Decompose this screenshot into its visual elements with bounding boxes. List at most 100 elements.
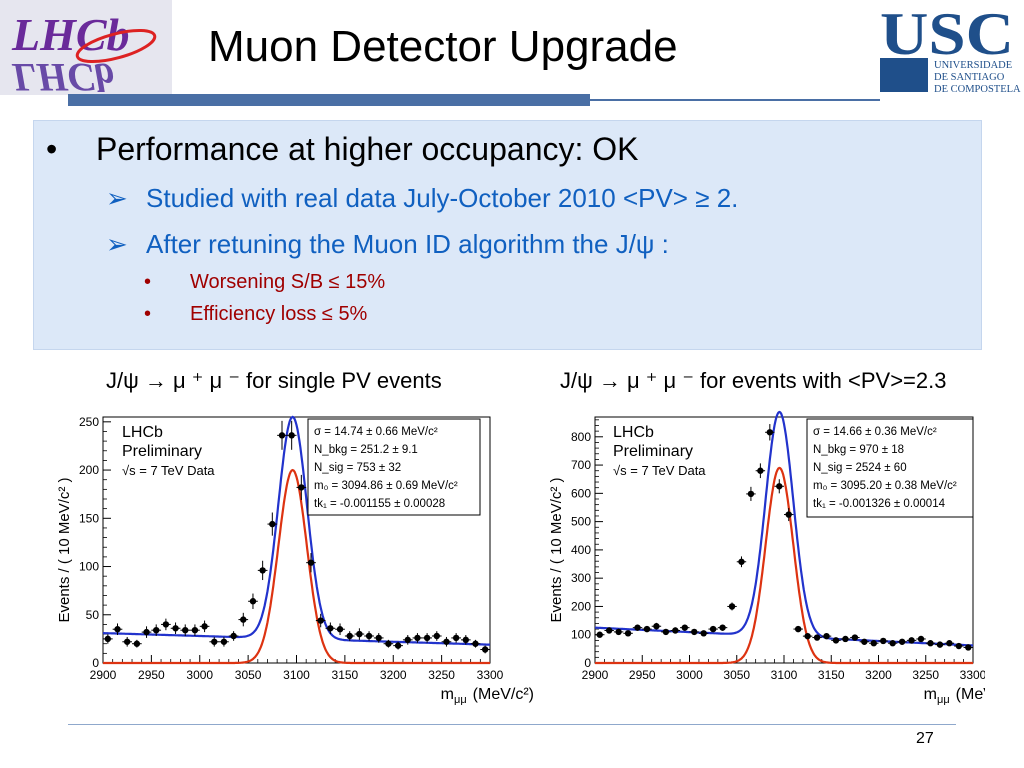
usc-logo-abbr: USC — [880, 1, 1014, 67]
data-point — [269, 520, 276, 528]
x-tick-label: 3000 — [186, 668, 213, 682]
y-tick-label: 0 — [92, 656, 99, 670]
data-point — [955, 642, 963, 650]
data-point — [643, 625, 651, 633]
data-point — [823, 632, 830, 640]
data-point — [452, 634, 460, 642]
lhcb-logo-icon: LHCb LHCb — [0, 0, 172, 95]
fit-params-box — [806, 418, 974, 518]
data-point — [317, 617, 324, 624]
data-point — [191, 627, 199, 634]
usc-logo-line2: DE SANTIAGO — [934, 72, 1005, 83]
bullet-mark: • — [144, 271, 152, 293]
data-point — [211, 638, 218, 645]
data-point — [681, 624, 688, 631]
usc-logo-icon: USC UNIVERSIDADE DE SANTIAGO DE COMPOSTE… — [880, 1, 1021, 95]
bullet-text: Studied with real data July-October 2010… — [146, 183, 739, 213]
data-point — [153, 627, 160, 634]
data-point — [917, 635, 925, 643]
data-point — [336, 626, 344, 633]
data-point — [172, 625, 179, 632]
data-point — [691, 628, 698, 636]
data-point — [880, 637, 887, 645]
data-point — [433, 632, 440, 640]
x-axis-label-unit: (MeV/c²) — [956, 686, 985, 703]
data-point — [672, 627, 679, 634]
data-point — [719, 624, 726, 631]
y-tick-label: 100 — [79, 560, 99, 574]
data-point — [813, 634, 821, 641]
x-tick-label: 3100 — [771, 668, 798, 682]
data-point — [307, 559, 315, 566]
data-point — [738, 558, 745, 565]
data-point — [288, 432, 295, 439]
x-tick-label: 3200 — [380, 668, 407, 682]
arrow-bullet-icon: ➢ — [106, 229, 128, 259]
footer-line — [68, 724, 956, 725]
data-point — [375, 634, 382, 642]
bullet-text: After retuning the Muon ID algorithm the… — [146, 229, 669, 259]
info-line: LHCb — [122, 424, 163, 441]
arrow-bullet-icon: ➢ — [106, 183, 128, 213]
y-tick-label: 500 — [571, 515, 591, 529]
x-tick-label: 2900 — [90, 668, 117, 682]
data-point — [404, 636, 411, 644]
data-point — [472, 640, 479, 647]
fit-param-line: tk₁ = -0.001326 ± 0.00014 — [813, 498, 946, 510]
data-point — [394, 642, 402, 649]
x-axis-label-main: m — [441, 686, 454, 703]
data-point — [870, 640, 877, 647]
x-tick-label: 3200 — [865, 668, 892, 682]
data-point — [114, 626, 121, 633]
data-point — [653, 623, 660, 630]
bullet-text: Efficiency loss ≤ 5% — [190, 303, 368, 325]
data-point — [851, 634, 859, 641]
x-tick-label: 2950 — [629, 668, 656, 682]
signal-fit-curve — [103, 468, 490, 665]
usc-logo-line3: DE COMPOSTELA — [934, 84, 1021, 95]
fit-param-line: N_sig = 753 ± 32 — [314, 462, 401, 474]
content-box: • Performance at higher occupancy: OK ➢ … — [33, 120, 982, 350]
info-line: Preliminary — [122, 443, 202, 460]
fit-param-line: m₀ = 3094.86 ± 0.69 MeV/c² — [314, 480, 458, 492]
data-point — [123, 638, 131, 645]
title-underline-bar — [68, 94, 590, 106]
fit-param-line: m₀ = 3095.20 ± 0.38 MeV/c² — [813, 480, 957, 492]
y-tick-label: 400 — [571, 543, 591, 557]
data-point — [946, 640, 953, 647]
x-tick-label: 2900 — [582, 668, 609, 682]
x-tick-label: 3150 — [332, 668, 359, 682]
usc-logo: USC UNIVERSIDADE DE SANTIAGO DE COMPOSTE… — [876, 0, 1024, 96]
info-line: √s = 7 TeV Data — [613, 463, 706, 478]
y-tick-label: 300 — [571, 571, 591, 585]
x-tick-label: 3000 — [676, 668, 703, 682]
data-point — [794, 625, 802, 633]
data-point — [133, 640, 141, 647]
caption-right: J/ψ → μ ⁺ μ ⁻ for events with <PV>=2.3 — [560, 368, 947, 393]
data-point — [249, 598, 257, 605]
data-point — [624, 630, 632, 637]
y-tick-label: 200 — [571, 599, 591, 613]
plot-left: 2900 2950 3000 3050 3100 3150 3200 3250 3300 0 50 1… — [50, 405, 536, 705]
data-point — [481, 646, 489, 653]
y-tick-label: 250 — [79, 415, 99, 429]
data-point — [365, 632, 373, 640]
data-point — [709, 625, 717, 633]
data-point — [414, 634, 421, 642]
data-point — [143, 628, 150, 636]
x-tick-label: 3050 — [723, 668, 750, 682]
page-title: Muon Detector Upgrade — [208, 22, 678, 71]
plot-right: 2900 2950 3000 3050 3100 3150 3200 3250 3300 0 100… — [545, 405, 985, 705]
x-axis-label: mμμ (MeV/c²) — [924, 686, 985, 705]
info-line: LHCb — [613, 424, 654, 441]
x-axis-label-main: m — [924, 686, 937, 703]
data-point — [965, 644, 972, 651]
info-line: √s = 7 TeV Data — [122, 463, 215, 478]
data-point — [936, 641, 944, 648]
lhcb-logo: LHCb LHCb — [0, 0, 172, 95]
data-point — [757, 467, 764, 474]
data-point — [728, 603, 736, 610]
y-tick-label: 100 — [571, 628, 591, 642]
data-point — [842, 635, 849, 643]
bullet-text: Performance at higher occupancy: OK — [96, 131, 639, 167]
